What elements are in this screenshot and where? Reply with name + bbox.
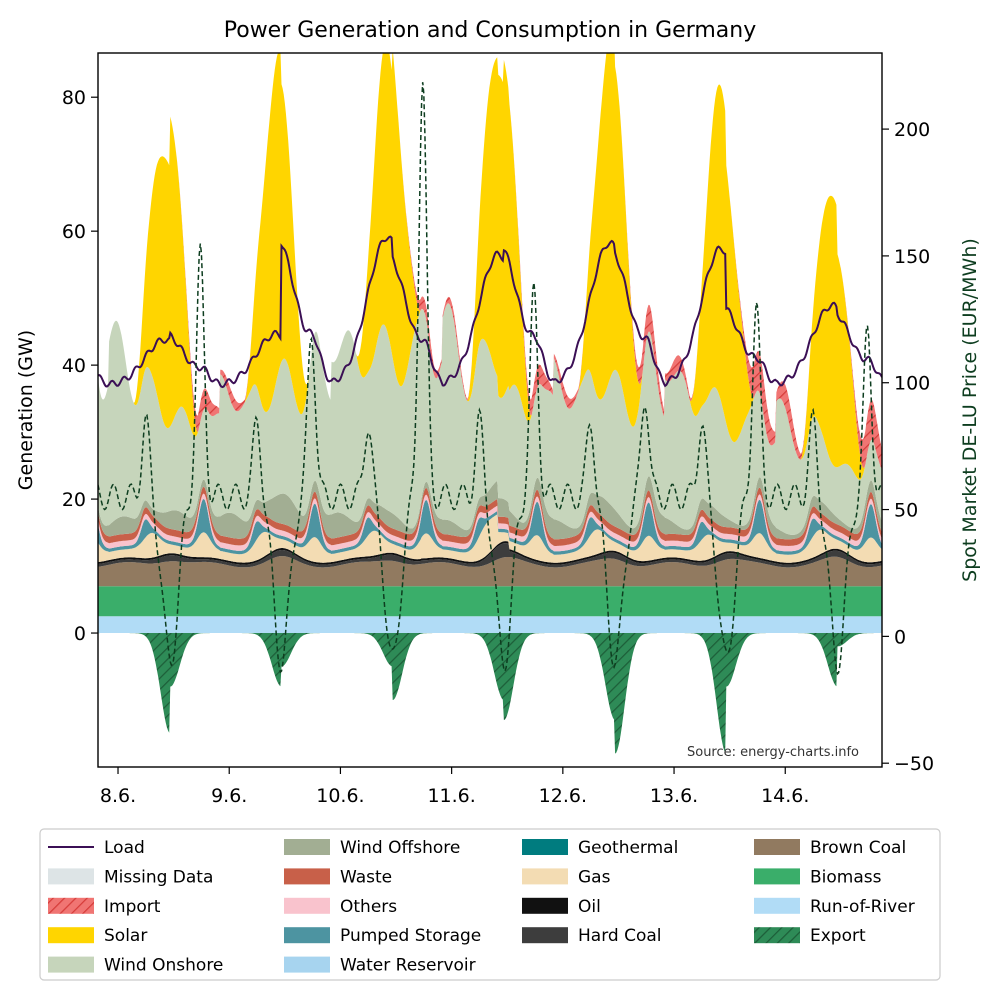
area-others <box>98 493 882 552</box>
legend-label-pumped-storage: Pumped Storage <box>340 926 481 946</box>
legend-label-export: Export <box>810 926 866 946</box>
legend-label-oil: Oil <box>578 897 601 917</box>
legend-label-import: Import <box>104 897 161 917</box>
legend-swatch-oil <box>522 897 568 914</box>
y2-tick-label: 50 <box>894 500 918 522</box>
legend-label-hard-coal: Hard Coal <box>578 926 662 946</box>
legend-swatch-biomass <box>754 868 800 885</box>
area-biomass <box>98 586 882 617</box>
legend-swatch-import <box>48 897 94 914</box>
y-tick-label: 80 <box>62 87 86 109</box>
area-wind-offshore <box>98 476 882 540</box>
legend-label-wind-onshore: Wind Onshore <box>104 956 223 976</box>
x-tick-label: 14.6. <box>761 785 809 807</box>
y2-tick-label: −50 <box>894 753 934 775</box>
area-hard-coal <box>98 543 882 568</box>
area-oil <box>98 541 882 565</box>
line-load <box>98 235 882 389</box>
legend-swatch-run-of-river <box>754 897 800 914</box>
legend-frame <box>39 828 941 981</box>
y-tick-label: 0 <box>74 623 86 645</box>
legend-swatch-others <box>284 897 330 914</box>
legend-label-water-reservoir: Water Reservoir <box>340 956 476 976</box>
legend-swatch-gas <box>522 868 568 885</box>
area-pumped-storage <box>98 498 882 555</box>
legend-swatch-export <box>754 927 800 944</box>
x-tick-label: 12.6. <box>539 785 587 807</box>
y2-tick-label: 0 <box>894 626 906 648</box>
area-waste <box>98 486 882 546</box>
area-run-of-river <box>98 616 882 633</box>
x-tick-label: 10.6. <box>316 785 364 807</box>
legend-label-waste: Waste <box>340 867 392 887</box>
legend-label-gas: Gas <box>578 867 611 887</box>
legend-label-others: Others <box>340 897 397 917</box>
legend-label-brown-coal: Brown Coal <box>810 838 906 858</box>
series-lines <box>98 82 882 676</box>
chart-title: Power Generation and Consumption in Germ… <box>224 18 756 43</box>
stacked-areas <box>98 53 882 754</box>
source-label: Source: energy-charts.info <box>687 745 859 760</box>
y2-tick-label: 150 <box>894 246 930 268</box>
legend-label-wind-offshore: Wind Offshore <box>340 838 460 858</box>
legend-swatch-pumped-storage <box>284 927 330 944</box>
y-tick-label: 20 <box>62 489 86 511</box>
x-tick-label: 8.6. <box>100 785 136 807</box>
area-brown-coal <box>98 556 882 587</box>
right-axis: −50 0 50 100 150 200 <box>882 119 934 775</box>
area-wind-onshore <box>98 303 882 535</box>
y-tick-label: 60 <box>62 221 86 243</box>
legend: Load Missing Data Import Solar Wind Onshore W… <box>39 828 941 981</box>
y2-tick-label: 100 <box>894 373 930 395</box>
legend-label-load: Load <box>104 838 145 858</box>
legend-swatch-brown-coal <box>754 839 800 855</box>
line-spot-price <box>98 82 882 676</box>
legend-swatch-wind-offshore <box>284 839 330 855</box>
legend-label-solar: Solar <box>104 926 147 946</box>
x-tick-label: 9.6. <box>211 785 247 807</box>
y2-tick-label: 200 <box>894 119 930 141</box>
legend-label-biomass: Biomass <box>810 867 882 887</box>
left-axis: 0 20 40 60 80 <box>62 87 98 645</box>
legend-label-missing-data: Missing Data <box>104 867 213 887</box>
x-axis: 8.6. 9.6. 10.6. 11.6. 12.6. 13.6. 14.6. <box>100 767 809 807</box>
legend-swatch-hard-coal <box>522 927 568 944</box>
legend-label-run-of-river: Run-of-River <box>810 897 915 917</box>
legend-swatch-water-reservoir <box>284 956 330 973</box>
legend-swatch-solar <box>48 927 94 944</box>
legend-swatch-wind-onshore <box>48 956 94 973</box>
y-tick-label: 40 <box>62 355 86 377</box>
area-export <box>98 633 882 754</box>
legend-swatch-geothermal <box>522 839 568 855</box>
y2-axis-label: Spot Market DE-LU Price (EUR/MWh) <box>959 238 981 582</box>
legend-swatch-waste <box>284 868 330 885</box>
plot-frame <box>97 52 883 768</box>
x-tick-label: 11.6. <box>427 785 475 807</box>
legend-swatch-missing-data <box>48 868 94 885</box>
x-tick-label: 13.6. <box>650 785 698 807</box>
y-axis-label: Generation (GW) <box>15 330 37 490</box>
legend-label-geothermal: Geothermal <box>578 838 678 858</box>
